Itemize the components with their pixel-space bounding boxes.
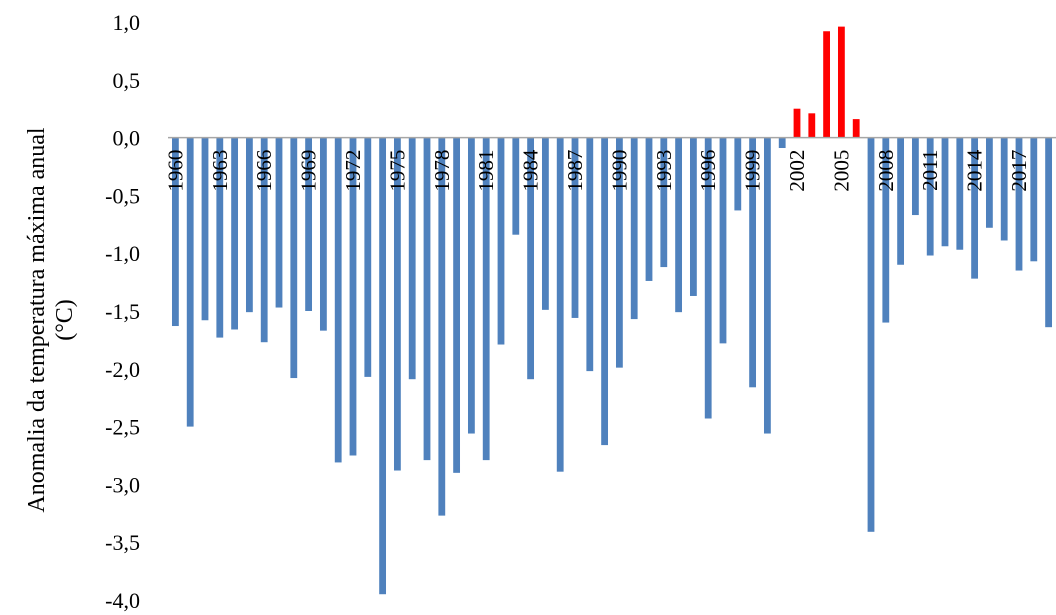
bar-1982	[497, 137, 505, 345]
y-tick-label: -1,0	[105, 241, 140, 266]
y-axis-label-line1: Anomalia da temperatura máxima anual	[24, 127, 50, 513]
bar-1967	[275, 137, 283, 308]
bar-1961	[186, 137, 194, 427]
bar-1976	[408, 137, 416, 380]
bar-2013	[956, 137, 964, 250]
bar-2012	[941, 137, 949, 247]
x-tick-label: 2002	[785, 150, 809, 192]
bar-1992	[645, 137, 653, 281]
y-tick-label: -2,5	[105, 415, 140, 440]
bar-2017	[1015, 137, 1023, 271]
y-tick-label: -1,5	[105, 299, 140, 324]
bar-1996	[704, 137, 712, 419]
bar-2000	[763, 137, 771, 434]
x-tick-label: 2008	[874, 150, 898, 192]
bar-1978	[438, 137, 446, 516]
x-tick-label: 1996	[696, 150, 720, 192]
x-axis-ticks: 1960 1963 1966 1969 1972 1975 1978 1981 1984 1987…	[163, 149, 1031, 192]
x-tick-label: 1999	[741, 150, 765, 192]
bar-1977	[423, 137, 431, 461]
bar-1968	[290, 137, 298, 379]
bar-1962	[201, 137, 209, 321]
bar-2008	[882, 137, 890, 323]
bar-1964	[231, 137, 239, 330]
x-tick-label: 2011	[918, 150, 942, 191]
bar-1972	[349, 137, 357, 456]
bar-2011	[926, 137, 934, 256]
y-tick-label: 0,0	[113, 126, 141, 151]
x-tick-label: 1984	[519, 149, 543, 192]
bar-1991	[630, 137, 638, 320]
bar-1994	[675, 137, 683, 313]
bar-2005	[837, 26, 845, 138]
bar-1995	[689, 137, 697, 296]
bar-1988	[586, 137, 594, 372]
y-tick-label: 0,5	[113, 68, 141, 93]
x-tick-label: 1987	[563, 150, 587, 192]
bar-1986	[556, 137, 564, 472]
bar-1965	[245, 137, 253, 313]
bar-2014	[971, 137, 979, 279]
bar-2002	[793, 108, 801, 138]
bar-2006	[852, 119, 860, 138]
x-tick-label: 1978	[430, 150, 454, 192]
bar-1963	[216, 137, 224, 338]
bar-2003	[808, 113, 816, 138]
x-tick-label: 2017	[1007, 150, 1031, 192]
bar-2018	[1030, 137, 1038, 262]
y-tick-label: 1,0	[113, 10, 141, 35]
bar-2001	[778, 137, 786, 149]
x-tick-label: 1990	[607, 150, 631, 192]
bar-2010	[911, 137, 919, 216]
bar-2019	[1045, 137, 1053, 328]
bar-1975	[393, 137, 401, 471]
x-tick-label: 1969	[297, 150, 321, 192]
bar-1983	[512, 137, 520, 235]
bar-1980	[467, 137, 475, 434]
bar-1960	[171, 137, 179, 327]
bar-1969	[305, 137, 313, 311]
bar-1997	[719, 137, 727, 344]
bar-1989	[601, 137, 609, 446]
x-tick-label: 2005	[829, 150, 853, 192]
bar-1999	[749, 137, 757, 388]
x-tick-label: 1993	[652, 150, 676, 192]
bar-2004	[823, 31, 831, 138]
y-axis-label-unit: (°C)	[52, 299, 78, 341]
x-tick-label: 1960	[163, 150, 187, 192]
bar-1985	[541, 137, 549, 310]
bar-1966	[260, 137, 268, 343]
x-tick-label: 1975	[385, 150, 409, 192]
x-tick-label: 1963	[208, 150, 232, 192]
x-tick-label: 1972	[341, 150, 365, 192]
y-tick-label: -3,0	[105, 472, 140, 497]
bar-1971	[334, 137, 342, 463]
y-tick-label: -0,5	[105, 183, 140, 208]
bar-1970	[319, 137, 327, 331]
y-tick-label: -2,0	[105, 357, 140, 382]
y-axis-label-line2: (°C)	[52, 299, 78, 341]
bar-2009	[897, 137, 905, 265]
bar-2016	[1000, 137, 1008, 241]
bar-1973	[364, 137, 372, 377]
y-tick-label: -4,0	[105, 588, 140, 613]
y-axis-label: Anomalia da temperatura máxima anual	[24, 127, 50, 513]
bar-2007	[867, 137, 875, 532]
bar-1979	[453, 137, 461, 473]
y-tick-label: -3,5	[105, 530, 140, 555]
bar-1998	[734, 137, 742, 211]
bar-1974	[379, 137, 387, 595]
bar-1990	[615, 137, 623, 368]
bar-1981	[482, 137, 490, 461]
bars	[171, 26, 1053, 595]
y-axis-ticks: 1,0 0,5 0,0 -0,5 -1,0 -1,5 -2,0 -2,5 -3,0 -3,5 -4,…	[105, 10, 140, 613]
x-tick-label: 1981	[474, 150, 498, 192]
x-tick-label: 2014	[963, 149, 987, 192]
bar-1984	[527, 137, 535, 380]
bar-1993	[660, 137, 668, 268]
bar-2015	[985, 137, 993, 228]
x-tick-label: 1966	[252, 150, 276, 192]
bar-1987	[571, 137, 579, 318]
